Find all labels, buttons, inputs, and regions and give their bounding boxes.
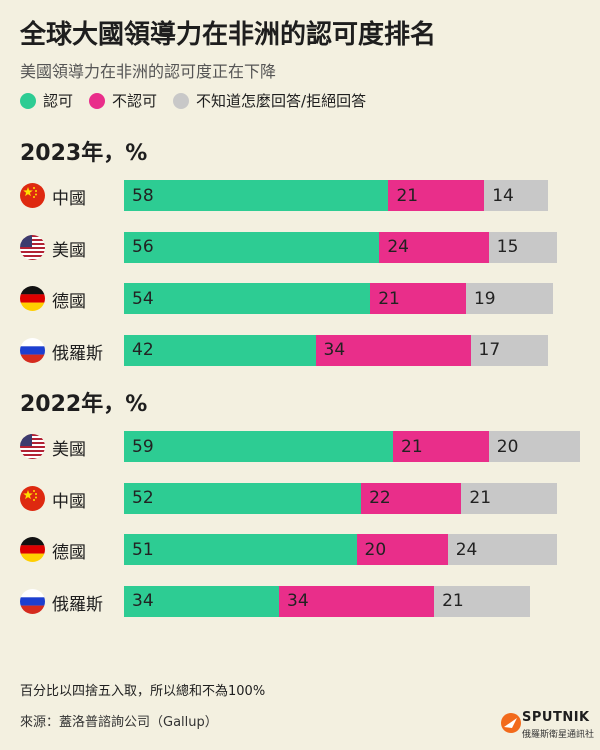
bar-segment-unknown: 14 [484, 180, 549, 211]
legend-item-approve: 認可 [20, 90, 73, 111]
country-label: 美國 [52, 240, 86, 261]
section-title-1: 2022年，% [20, 392, 148, 417]
china-flag-icon [20, 183, 45, 208]
legend-item-disapprove: 不認可 [89, 90, 157, 111]
country-label: 俄羅斯 [52, 594, 103, 615]
russia-flag-icon [20, 588, 45, 614]
bar-segment-disapprove: 20 [356, 534, 448, 565]
bar-segment-disapprove: 21 [388, 180, 485, 211]
country-label: 德國 [52, 292, 86, 312]
germany-flag-icon [20, 286, 45, 311]
bar-segment-approve: 34 [124, 585, 280, 617]
germany-flag-icon [20, 537, 45, 562]
bar-segment-unknown: 21 [461, 482, 558, 514]
bar-segment-unknown: 24 [447, 534, 558, 565]
legend-label-unknown: 不知道怎麼回答/拒絕回答 [196, 92, 367, 110]
stacked-bar: 58 21 14 [124, 180, 549, 211]
stacked-bar: 34 34 21 [124, 585, 530, 617]
bar-row: 美國 59 21 20 [0, 431, 600, 462]
bar-segment-disapprove: 34 [315, 334, 471, 366]
legend-item-unknown: 不知道怎麼回答/拒絕回答 [173, 90, 366, 111]
country-label: 美國 [52, 440, 86, 460]
stacked-bar: 51 20 24 [124, 534, 558, 565]
section-title-0: 2023年，% [20, 141, 148, 166]
legend-swatch-disapprove [89, 92, 106, 109]
legend-swatch-unknown [173, 92, 190, 109]
stacked-bar: 42 34 17 [124, 334, 549, 366]
bar-segment-approve: 58 [124, 180, 389, 211]
bar-row: 俄羅斯 34 34 21 [0, 585, 600, 617]
bar-segment-approve: 52 [124, 482, 362, 514]
legend: 認可 不認可 不知道怎麼回答/拒絕回答 [20, 90, 382, 111]
usa-flag-icon [20, 434, 45, 459]
bar-segment-unknown: 21 [434, 585, 530, 617]
bar-row: 德國 54 21 19 [0, 283, 600, 314]
logo-brand: SPUTNIK [522, 710, 590, 725]
chart-title: 全球大國領導力在非洲的認可度排名 [20, 20, 437, 50]
bar-segment-approve: 56 [124, 231, 380, 263]
bar-segment-unknown: 15 [488, 231, 558, 263]
bar-segment-unknown: 19 [465, 283, 553, 314]
stacked-bar: 59 21 20 [124, 431, 580, 462]
russia-flag-icon [20, 337, 45, 363]
bar-segment-disapprove: 34 [279, 585, 435, 617]
bar-row: 中國 52 22 21 [0, 482, 600, 514]
bar-row: 中國 58 21 14 [0, 180, 600, 211]
rounding-note: 百分比以四捨五入取，所以總和不為100% [20, 684, 266, 699]
country-label: 德國 [52, 543, 86, 563]
bar-segment-disapprove: 21 [370, 283, 466, 314]
source-text: 來源：蓋洛普諮詢公司（Gallup） [20, 715, 218, 730]
bar-segment-approve: 54 [124, 283, 371, 314]
legend-swatch-approve [20, 92, 36, 109]
bar-segment-disapprove: 24 [379, 231, 489, 263]
sputnik-logo-icon [501, 713, 521, 733]
stacked-bar: 56 24 15 [124, 231, 558, 263]
sputnik-logo: SPUTNIK 俄羅斯衛星通訊社 [500, 707, 594, 743]
legend-label-disapprove: 不認可 [112, 92, 158, 110]
stacked-bar: 52 22 21 [124, 482, 558, 514]
legend-label-approve: 認可 [43, 92, 74, 110]
chart-subtitle: 美國領導力在非洲的認可度正在下降 [20, 62, 277, 81]
bar-segment-unknown: 20 [488, 431, 580, 462]
country-label: 中國 [52, 491, 86, 512]
bar-row: 俄羅斯 42 34 17 [0, 334, 600, 366]
bar-segment-disapprove: 22 [361, 482, 462, 514]
china-flag-icon [20, 485, 45, 511]
bar-segment-approve: 51 [124, 534, 357, 565]
bar-segment-approve: 42 [124, 334, 316, 366]
usa-flag-icon [20, 234, 45, 260]
bar-row: 德國 51 20 24 [0, 534, 600, 565]
logo-subtitle: 俄羅斯衛星通訊社 [522, 730, 595, 740]
bar-segment-disapprove: 21 [393, 431, 489, 462]
stacked-bar: 54 21 19 [124, 283, 553, 314]
bar-segment-approve: 59 [124, 431, 394, 462]
country-label: 中國 [52, 189, 86, 209]
bar-segment-unknown: 17 [470, 334, 549, 366]
country-label: 俄羅斯 [52, 343, 103, 364]
bar-row: 美國 56 24 15 [0, 231, 600, 263]
